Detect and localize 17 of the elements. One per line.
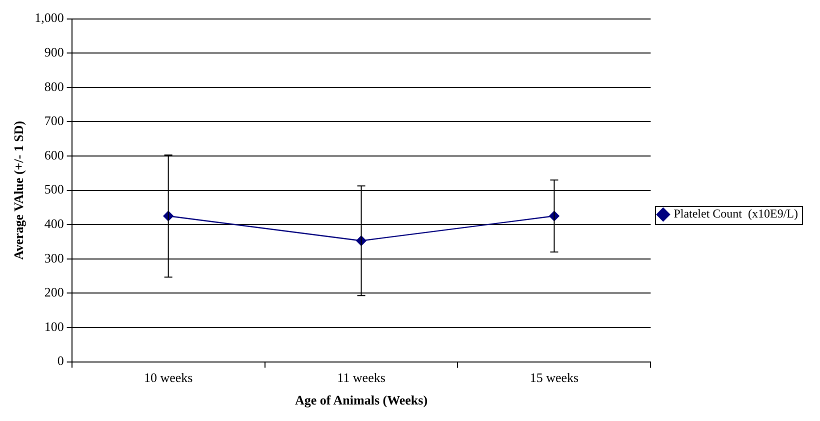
y-tick-label: 500 [44,182,64,197]
y-tick-label: 800 [44,78,64,94]
x-tick-label: 10 weeks [144,370,193,386]
y-tick-label: 400 [44,216,64,232]
x-tick-label: 11 weeks [337,370,386,386]
x-axis-title: Age of Animals (Weeks) [295,392,428,408]
x-tick-label: 15 weeks [530,370,579,386]
y-tick-label: 100 [44,318,64,334]
y-tick-label: 300 [44,250,64,266]
y-axis-title: Average VAlue (+/- 1 SD) [11,120,26,260]
y-tick-label: 1,000 [34,10,64,26]
y-tick-label: 200 [44,284,64,300]
legend-label: Platelet Count (x10E9/L) [674,206,798,221]
y-tick-label: 900 [44,44,64,60]
y-tick-label: 700 [44,113,64,128]
y-tick-label: 600 [44,147,64,162]
y-tick-label: 0 [57,353,64,368]
